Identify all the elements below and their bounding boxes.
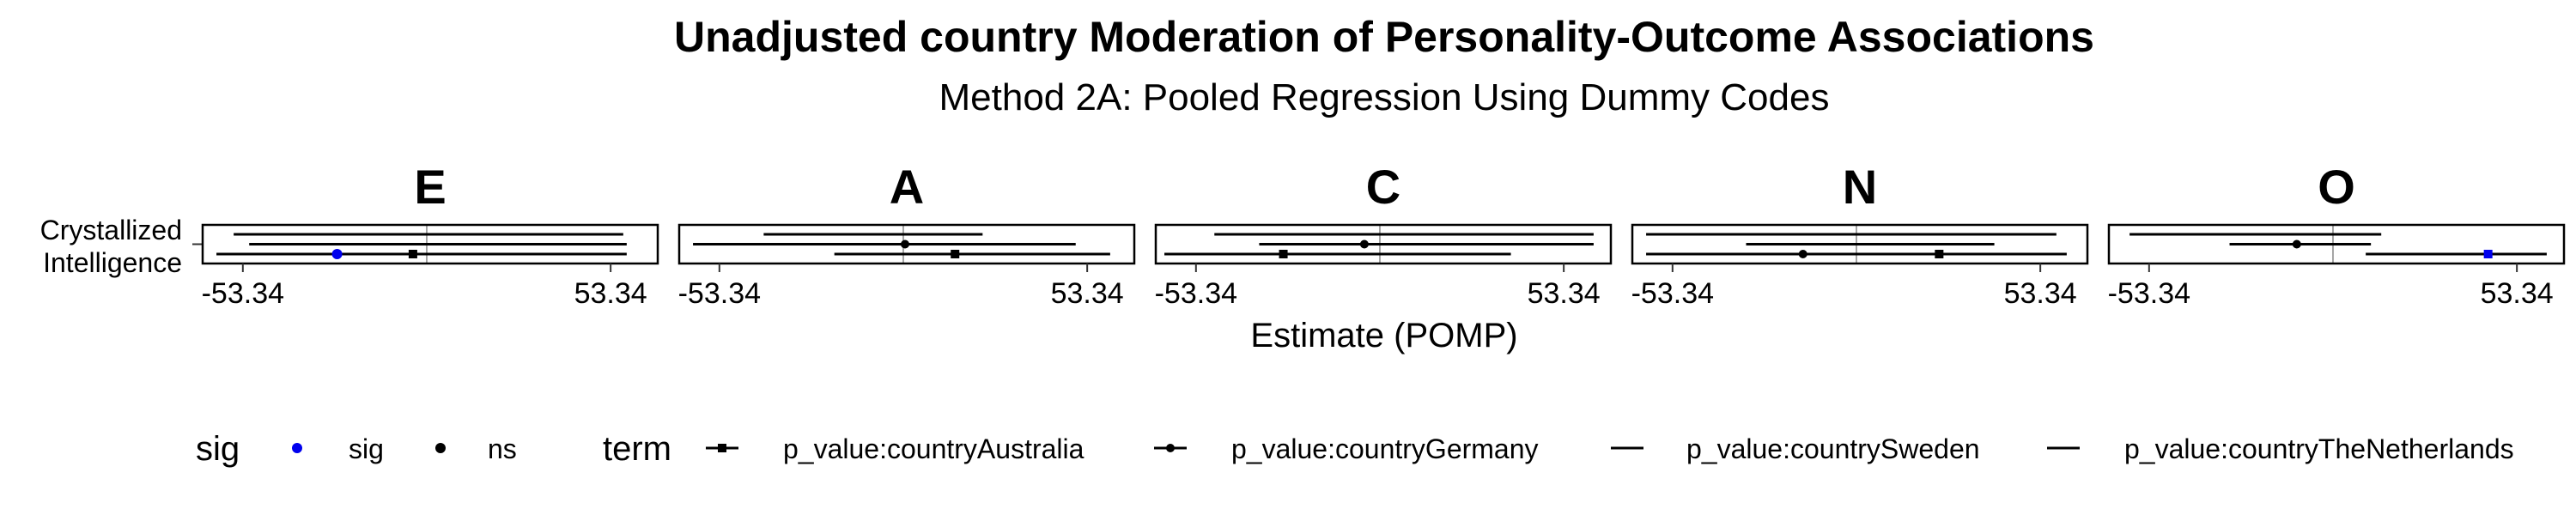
x-tick-label: 53.34 xyxy=(2004,277,2077,310)
x-tick-label: -53.34 xyxy=(1155,277,1237,310)
legend-term-title: term xyxy=(603,430,671,468)
legend-sig-title: sig xyxy=(196,430,240,468)
point-estimate xyxy=(951,250,960,258)
x-tick-label: 53.34 xyxy=(1528,277,1601,310)
facet-n: N -53.34 53.34 xyxy=(1631,160,2089,310)
x-tick-label: -53.34 xyxy=(678,277,761,310)
legend-sig-swatch xyxy=(435,443,446,453)
panel-border xyxy=(2107,223,2566,265)
row-label-line-2: Intelligence xyxy=(43,247,182,278)
x-tick-label: 53.34 xyxy=(574,277,647,310)
facet-a: A -53.34 53.34 xyxy=(677,160,1136,310)
panel-border xyxy=(677,223,1136,265)
facet-label: E xyxy=(414,160,446,214)
legend-term-shape xyxy=(718,444,726,452)
facet-label: N xyxy=(1843,160,1877,214)
x-tick-label: 53.34 xyxy=(1051,277,1124,310)
facet-label: C xyxy=(1366,160,1400,214)
facet-e: E -53.34 53.34 xyxy=(201,160,659,310)
facets: E -53.34 53.34 A -53.34 53.34 C -53.34 53.34 N -53… xyxy=(201,160,2566,310)
facet-label: A xyxy=(890,160,924,214)
facet-o: O -53.34 53.34 xyxy=(2107,160,2566,310)
row-label-line-1: Crystallized xyxy=(40,215,182,245)
panel-border xyxy=(1631,223,2089,265)
legend-term-shape xyxy=(1166,444,1175,452)
legend-term-label: p_value:countryGermany xyxy=(1231,433,1539,464)
legend-sig-swatch xyxy=(292,443,302,453)
point-estimate xyxy=(1935,250,1944,258)
x-tick-label: -53.34 xyxy=(202,277,284,310)
x-axis-title: Estimate (POMP) xyxy=(1250,317,1517,354)
point-estimate xyxy=(1279,250,1288,258)
point-estimate xyxy=(1359,239,1369,249)
legend-term-label: p_value:countrySweden xyxy=(1686,433,1980,464)
x-tick-label: 53.34 xyxy=(2481,277,2554,310)
point-estimate xyxy=(331,249,343,259)
panel-border xyxy=(1154,223,1613,265)
legend: sig sig ns term p_value:countryAustralia p_va… xyxy=(196,430,2514,468)
facet-c: C -53.34 53.34 xyxy=(1154,160,1613,310)
point-estimate xyxy=(2483,250,2493,258)
legend-sig-label: sig xyxy=(349,433,384,464)
legend-sig-label: ns xyxy=(488,433,517,464)
panel-border xyxy=(201,223,659,265)
legend-term-label: p_value:countryAustralia xyxy=(783,433,1084,464)
chart-subtitle: Method 2A: Pooled Regression Using Dummy… xyxy=(939,76,1830,118)
point-estimate xyxy=(2292,239,2301,249)
x-tick-label: -53.34 xyxy=(1631,277,1714,310)
x-tick-label: -53.34 xyxy=(2108,277,2190,310)
point-estimate xyxy=(900,239,909,249)
facet-label: O xyxy=(2318,160,2355,214)
chart-title: Unadjusted country Moderation of Persona… xyxy=(674,13,2094,61)
legend-term-label: p_value:countryTheNetherlands xyxy=(2124,433,2514,464)
